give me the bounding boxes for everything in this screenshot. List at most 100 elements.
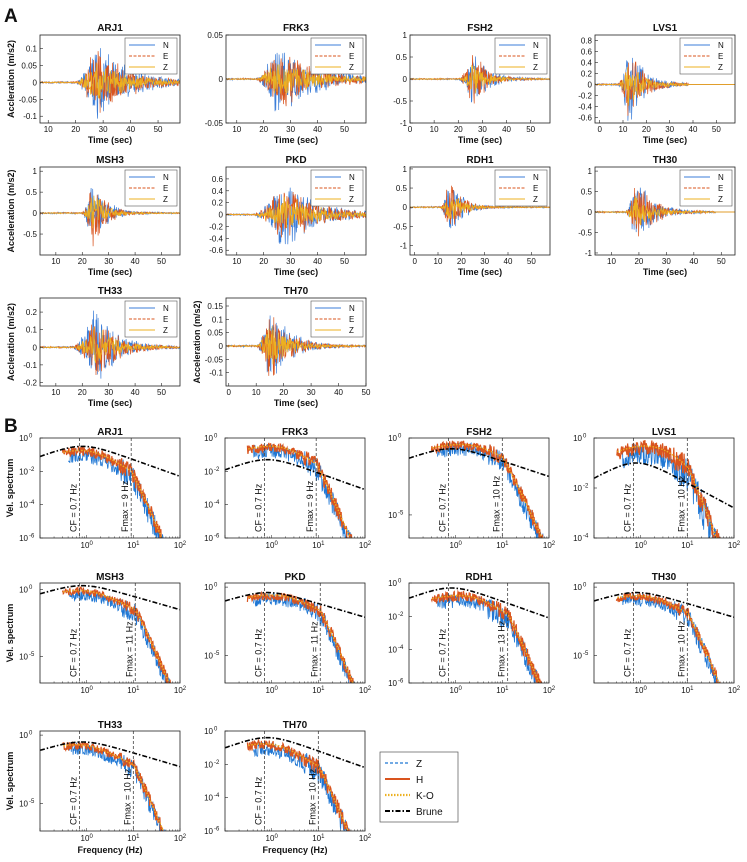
tick-exponent: 2 [737, 541, 741, 547]
y-tick-label: -0.1 [209, 369, 223, 378]
y-tick-label: 10 [573, 434, 582, 443]
x-tick-label: 40 [689, 257, 698, 266]
x-tick-label: 102 [359, 541, 372, 550]
fmax-label: Fmax = 10 Hz [676, 475, 686, 532]
x-tick-label: 102 [359, 834, 372, 843]
y-tick-label: 10 [19, 534, 28, 543]
trace-z [595, 195, 735, 226]
spectrum-h [430, 589, 543, 683]
spectrum-h [246, 442, 353, 538]
y-tick-label: 1 [403, 31, 408, 40]
y-tick-label: 0 [403, 203, 408, 212]
tick-base: 10 [19, 652, 28, 661]
spectrum-title: FRK3 [282, 427, 309, 438]
x-tick-label: 20 [259, 257, 268, 266]
y-tick-label: 10 [204, 534, 213, 543]
tick-base: 10 [81, 834, 90, 843]
y-tick-label: 0.4 [581, 59, 593, 68]
x-tick-label: 100 [635, 541, 648, 550]
accel-axes-box [39, 297, 181, 387]
y-axis-label: Acceleration (m/s2) [192, 300, 202, 383]
y-tick-label: 10 [388, 579, 397, 588]
accel-legend-box [124, 300, 178, 338]
x-tick-label: 30 [104, 257, 113, 266]
x-tick-label: 10 [44, 125, 53, 134]
tick-exponent: 0 [29, 585, 33, 591]
x-tick-label: 20 [457, 257, 466, 266]
tick-exponent: 0 [398, 579, 402, 585]
cf-label: CF = 0.7 Hz [68, 483, 78, 532]
tick-base: 10 [174, 834, 183, 843]
tick-base: 10 [573, 434, 582, 443]
x-tick-label: 40 [334, 388, 343, 397]
tick-exponent: 2 [368, 834, 372, 840]
spectrum-axes-box [408, 437, 550, 539]
tick-exponent: -4 [214, 500, 220, 506]
tick-base: 10 [19, 434, 28, 443]
trace-z [226, 326, 366, 365]
accel-title: FSH2 [467, 23, 493, 34]
x-tick-label: 30 [662, 257, 671, 266]
y-tick-label: 0 [588, 208, 593, 217]
y-tick-label: -0.2 [578, 92, 592, 101]
accel-chart-th30: TH30 10 20 30 40 50 -1 -0.5 0 0.5 1 Time (sec) NEZ [578, 155, 736, 277]
accel-chart-fsh2: FSH2 0 10 20 30 40 50 -1 -0.5 0 0.5 1 Time (sec) NEZ [393, 23, 551, 145]
tick-exponent: -4 [214, 793, 220, 799]
x-tick-label: 30 [480, 257, 489, 266]
cf-label: CF = 0.7 Hz [437, 483, 447, 532]
y-tick-label: 0.4 [212, 187, 224, 196]
x-axis-label: Time (sec) [274, 267, 318, 277]
x-tick-label: 101 [127, 686, 140, 695]
legend-label-e: E [163, 315, 168, 324]
spectrum-axes-box [408, 582, 550, 684]
legend-label-z: Z [163, 195, 168, 204]
tick-base: 10 [19, 467, 28, 476]
accel-legend-box [124, 37, 178, 75]
spectrum-z [68, 448, 164, 538]
accel-chart-th70: TH70 0 10 20 30 40 50 -0.1 -0.05 0 0.05 0.1 0.15 Time… [192, 286, 371, 408]
tick-base: 10 [681, 541, 690, 550]
spectrum-h [430, 440, 546, 538]
spectrum-brune [40, 741, 180, 768]
x-tick-label: 30 [104, 388, 113, 397]
y-tick-label: -0.05 [205, 119, 224, 128]
y-tick-label: 0.5 [26, 188, 38, 197]
tick-base: 10 [450, 686, 459, 695]
x-tick-label: 10 [619, 125, 628, 134]
tick-base: 10 [573, 484, 582, 493]
legend-label-z: Z [533, 195, 538, 204]
tick-exponent: -2 [29, 467, 35, 473]
x-tick-label: 30 [286, 257, 295, 266]
y-tick-label: 0.5 [396, 184, 408, 193]
y-tick-label: -0.5 [393, 222, 407, 231]
y-tick-label: 1 [403, 165, 408, 174]
legend-label-z: Z [718, 195, 723, 204]
tick-base: 10 [681, 686, 690, 695]
spectrum-axes-box [39, 730, 181, 832]
x-tick-label: 100 [81, 541, 94, 550]
accel-legend-box [310, 37, 364, 75]
legend-label-e: E [533, 184, 538, 193]
spectrum-legend-label-brune: Brune [416, 807, 443, 818]
legend-label-n: N [163, 41, 169, 50]
tick-base: 10 [204, 583, 213, 592]
tick-exponent: 0 [583, 434, 587, 440]
tick-base: 10 [312, 686, 321, 695]
y-tick-label: -0.5 [578, 228, 592, 237]
spectrum-brune [594, 591, 734, 618]
tick-base: 10 [204, 434, 213, 443]
y-tick-label: 10 [388, 434, 397, 443]
legend-label-e: E [349, 184, 354, 193]
tick-base: 10 [359, 834, 368, 843]
tick-exponent: 1 [321, 834, 325, 840]
y-tick-label: -0.05 [19, 95, 38, 104]
accel-title: PKD [285, 155, 306, 166]
x-tick-label: 10 [607, 257, 616, 266]
x-tick-label: 100 [266, 541, 279, 550]
y-tick-label: 0 [33, 209, 38, 218]
accel-title: TH30 [653, 155, 678, 166]
tick-exponent: -5 [398, 510, 404, 516]
spectrum-axes-box [224, 437, 366, 539]
